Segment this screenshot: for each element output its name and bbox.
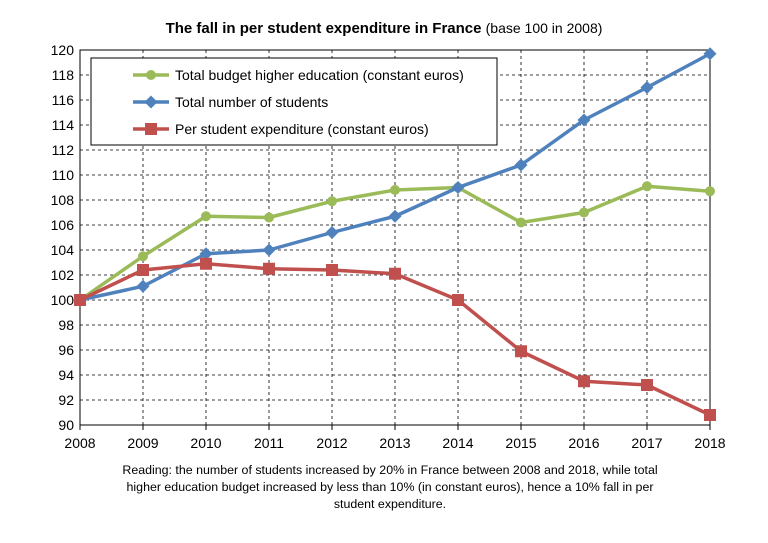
y-tick-label: 94 (58, 367, 74, 383)
x-axis-ticks: 2008 2009 2010 2011 2012 2013 2014 2015 2016 2017… (64, 425, 726, 451)
x-tick-label: 2011 (254, 435, 284, 451)
data-point (389, 267, 401, 280)
data-point (263, 262, 275, 275)
x-tick-label: 2009 (127, 435, 158, 451)
data-point (74, 294, 86, 306)
series-lines (73, 47, 717, 421)
x-tick-label: 2014 (442, 435, 473, 451)
y-tick-label: 100 (51, 292, 75, 308)
data-point (137, 264, 149, 276)
y-tick-label: 106 (51, 217, 75, 233)
x-tick-label: 2017 (631, 435, 662, 451)
legend: Total budget higher education (constant … (90, 57, 498, 146)
legend-swatch-marker (145, 123, 157, 135)
data-point (326, 264, 338, 276)
y-tick-label: 112 (52, 142, 75, 158)
legend-label: Per student expenditure (constant euros) (175, 121, 429, 137)
data-point (262, 243, 276, 257)
legend-swatch-marker (144, 95, 158, 109)
data-point (579, 207, 589, 218)
y-tick-label: 102 (51, 267, 75, 283)
y-tick-label: 104 (51, 242, 75, 258)
data-point (642, 181, 652, 192)
reading-note: Reading: the number of students increase… (122, 463, 658, 511)
y-tick-label: 118 (52, 67, 75, 83)
data-point (390, 185, 400, 195)
data-point (136, 279, 150, 293)
chart-subtitle: (base 100 in 2008) (485, 20, 603, 36)
y-tick-label: 96 (58, 342, 74, 358)
legend-swatch-marker (146, 70, 156, 80)
chart-title-text: The fall in per student expenditure in F… (165, 20, 482, 37)
data-point (577, 113, 591, 127)
data-point (641, 379, 653, 391)
data-point (515, 345, 527, 358)
data-point (327, 196, 337, 207)
x-tick-label: 2008 (64, 435, 95, 451)
data-point (200, 257, 212, 270)
data-point (199, 247, 213, 261)
data-point (514, 158, 528, 172)
data-point (325, 226, 339, 239)
y-tick-label: 114 (52, 117, 75, 133)
x-tick-label: 2010 (190, 435, 221, 451)
y-tick-label: 98 (58, 317, 74, 333)
y-tick-label: 108 (51, 192, 75, 208)
y-tick-label: 116 (52, 92, 75, 108)
data-point (201, 211, 211, 222)
data-point (640, 81, 654, 94)
data-point (138, 251, 148, 262)
x-tick-label: 2016 (568, 435, 599, 451)
y-tick-label: 110 (52, 167, 75, 183)
data-point (703, 47, 717, 61)
legend-label: Total number of students (175, 94, 328, 110)
data-point (578, 375, 590, 388)
data-point (452, 294, 464, 306)
x-tick-label: 2013 (379, 435, 410, 451)
x-tick-label: 2018 (694, 435, 725, 451)
x-tick-label: 2015 (505, 435, 536, 451)
data-point (388, 209, 402, 223)
data-point (704, 409, 716, 421)
data-point (451, 181, 465, 194)
data-point (705, 186, 715, 197)
series-per-student-expenditure-constant-euros (74, 257, 716, 421)
x-tick-label: 2012 (316, 435, 347, 451)
legend-label: Total budget higher education (constant … (175, 67, 464, 83)
data-point (264, 212, 274, 223)
y-tick-label: 90 (58, 417, 74, 433)
y-tick-label: 92 (58, 392, 74, 408)
y-axis-ticks: 90 92 94 96 98 100 102 104 106 108 110 112 114 116 118… (51, 42, 75, 433)
y-tick-label: 120 (51, 42, 75, 58)
chart-title: The fall in per student expenditure in F… (0, 20, 768, 37)
data-point (516, 217, 526, 228)
